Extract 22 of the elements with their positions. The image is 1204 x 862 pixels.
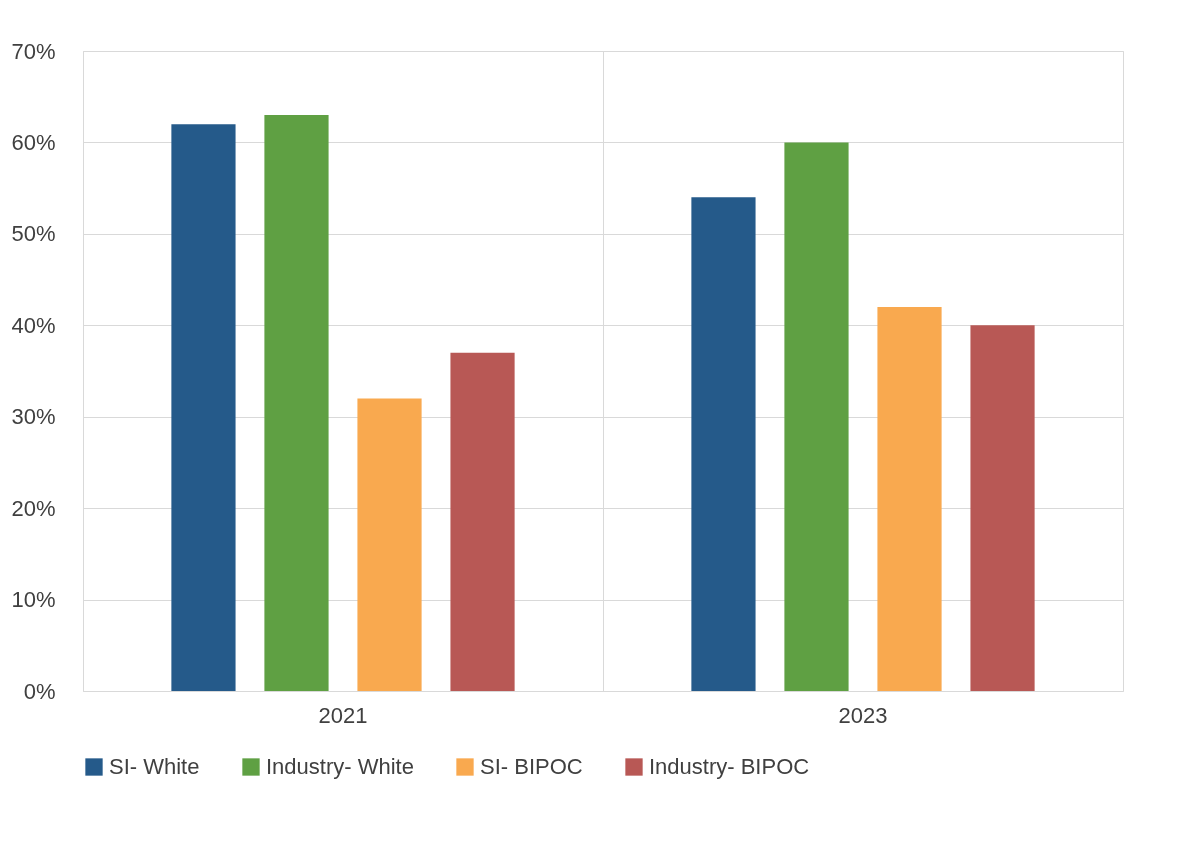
y-tick-label: 30%: [11, 404, 56, 430]
y-tick-label: 10%: [11, 587, 56, 613]
y-tick-label: 20%: [11, 495, 56, 521]
legend-label: Industry- BIPOC: [649, 754, 810, 779]
bar: [171, 124, 236, 691]
legend-label: SI- BIPOC: [480, 754, 583, 779]
x-tick-label: 2023: [838, 702, 888, 728]
x-tick-label: 2021: [318, 702, 368, 728]
legend-label: SI- White: [109, 754, 200, 779]
bar: [970, 325, 1035, 691]
y-tick-label: 70%: [11, 38, 56, 64]
y-tick-label: 40%: [11, 312, 56, 338]
bar: [691, 197, 756, 691]
y-tick-label: 60%: [11, 129, 56, 155]
bar: [450, 352, 515, 691]
bar: [264, 115, 329, 691]
bar: [877, 307, 942, 691]
legend-label: Industry- White: [266, 754, 414, 779]
bar: [357, 398, 422, 691]
y-tick-label: 0%: [23, 678, 56, 704]
bar: [784, 142, 849, 691]
y-tick-label: 50%: [11, 221, 56, 247]
